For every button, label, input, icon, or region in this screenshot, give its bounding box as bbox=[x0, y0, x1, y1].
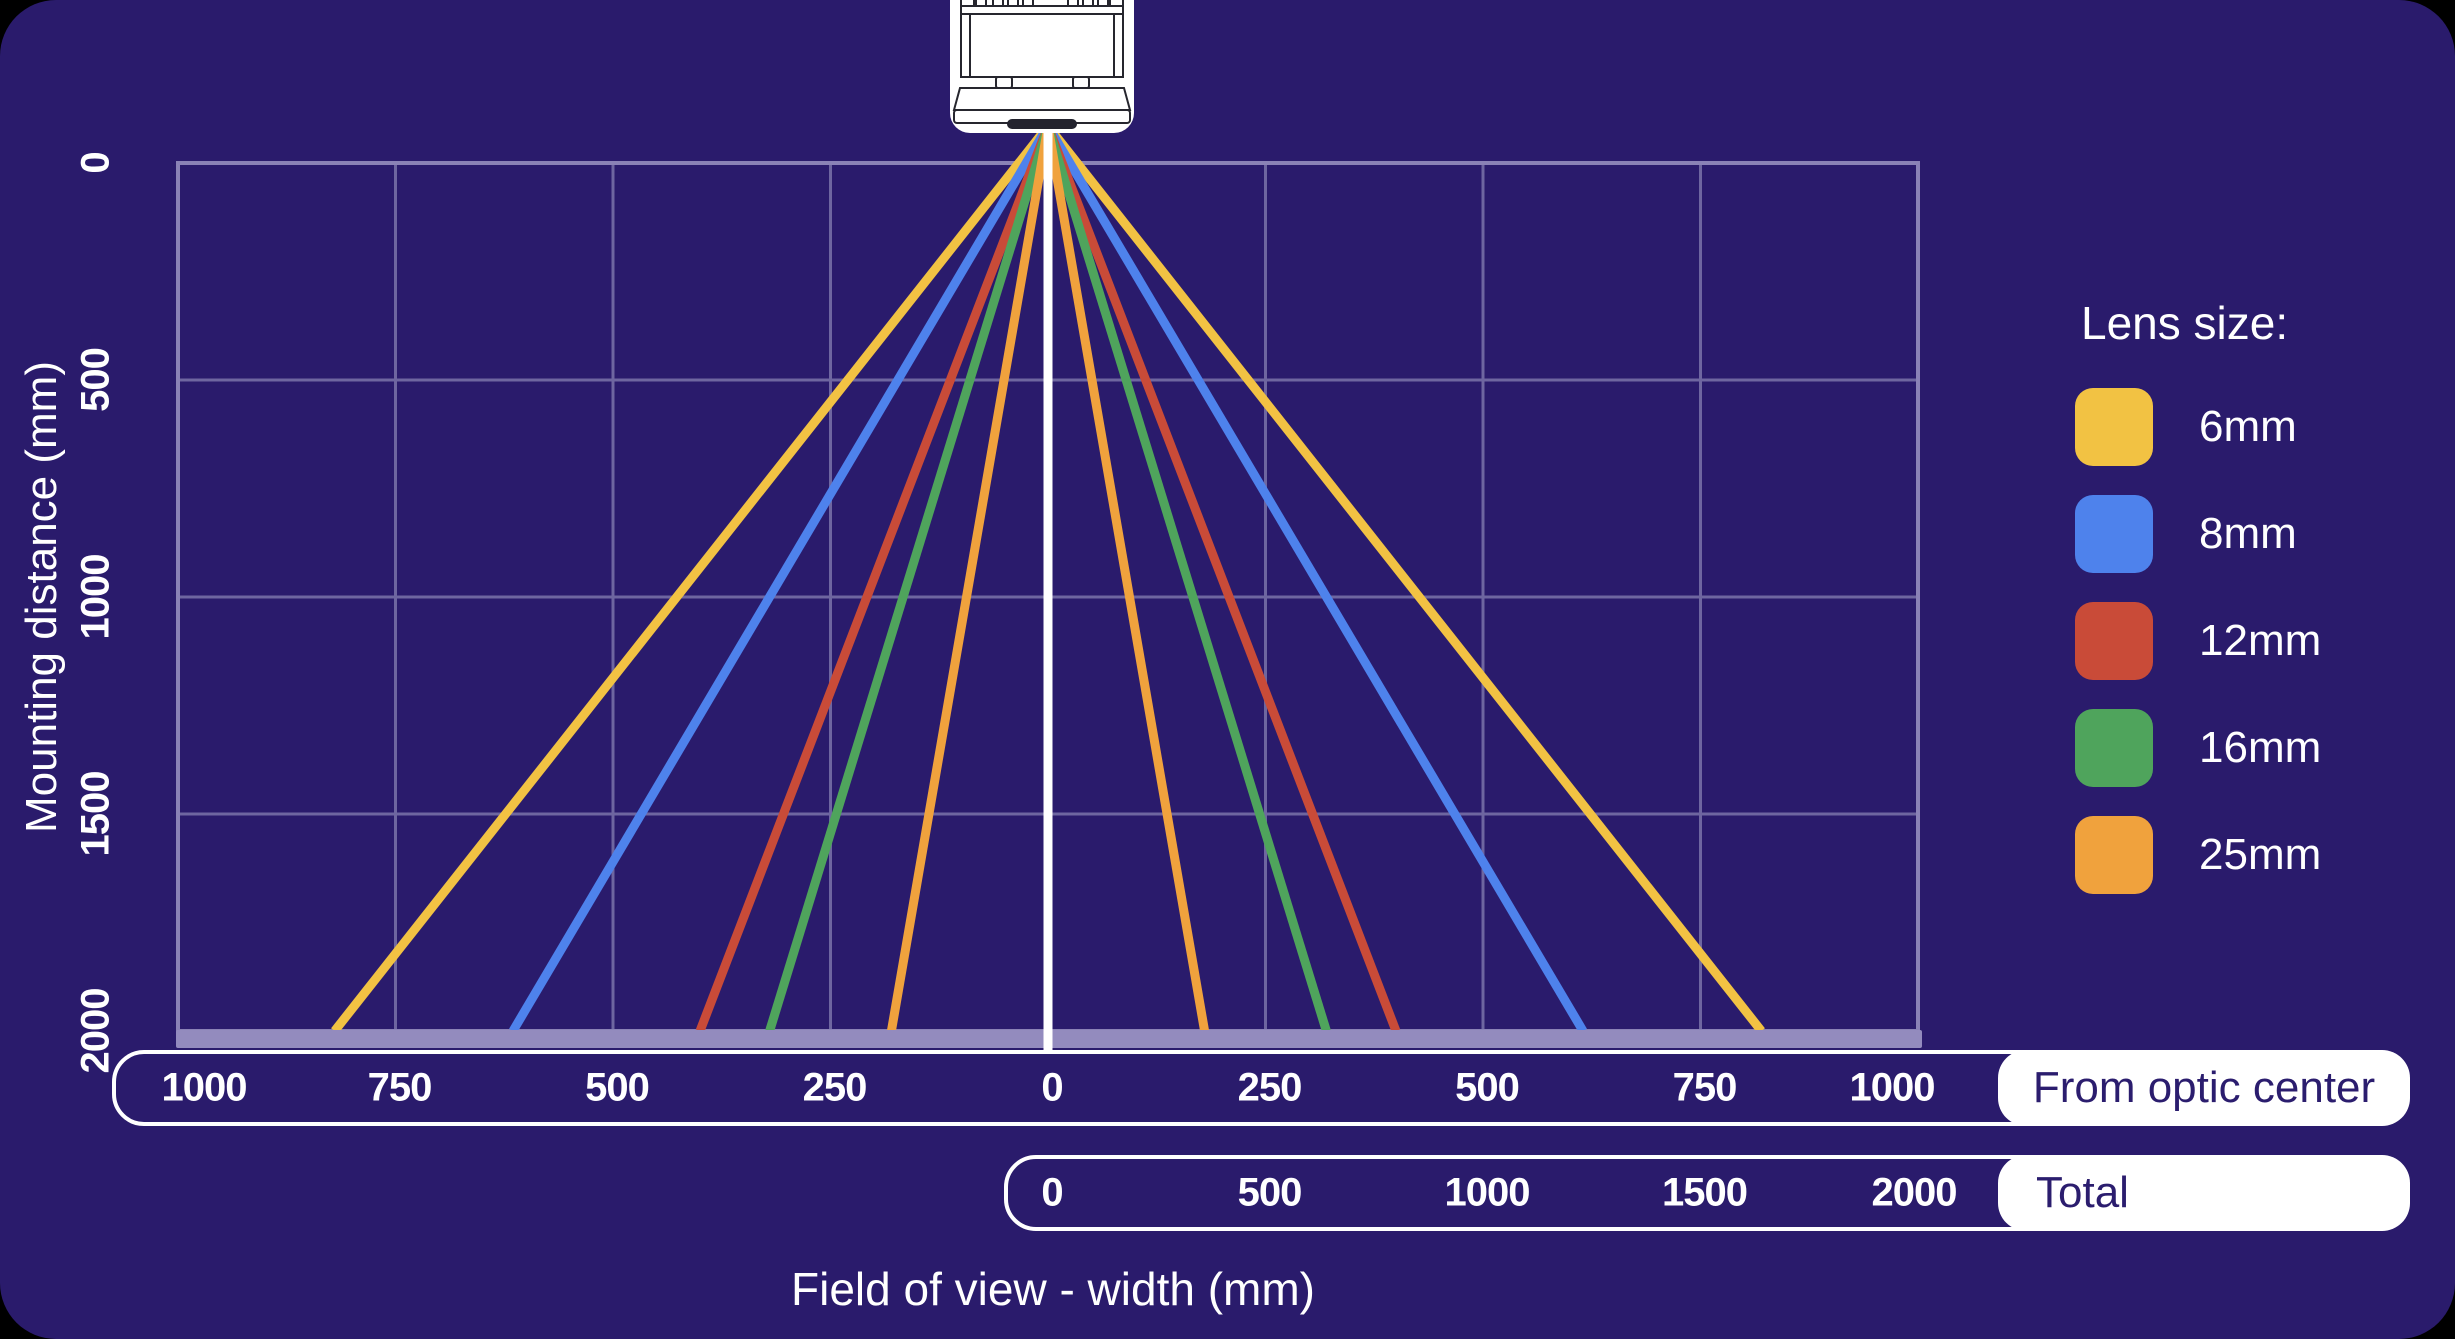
legend-swatch-25mm bbox=[2075, 816, 2153, 894]
x-tick-total-1000: 1000 bbox=[1444, 1170, 1531, 1215]
legend-title: Lens size: bbox=[2081, 297, 2289, 349]
legend-item-6mm: 6mm bbox=[2075, 388, 2445, 466]
from-optic-center-label: From optic center bbox=[2032, 1063, 2376, 1112]
x-tick-total-1500: 1500 bbox=[1662, 1170, 1748, 1215]
legend-item-16mm: 16mm bbox=[2075, 709, 2445, 787]
y-tick-1500: 1500 bbox=[73, 771, 118, 857]
fov-line-25mm-right bbox=[1043, 125, 1210, 1032]
x-tick-from-center-5: 250 bbox=[1237, 1065, 1303, 1110]
x-tick-from-center-0: 1000 bbox=[161, 1065, 248, 1110]
fov-line-16mm-left bbox=[765, 124, 1053, 1033]
legend-swatch-16mm bbox=[2075, 709, 2153, 787]
y-tick-500: 500 bbox=[73, 348, 118, 412]
x-axis-label-from-optic-center: From optic center bbox=[1998, 1050, 2410, 1126]
camera-line-drawing bbox=[952, 0, 1132, 129]
x-tick-from-center-8: 1000 bbox=[1849, 1065, 1936, 1110]
fov-line-16mm-right bbox=[1043, 124, 1331, 1033]
legend: Lens size: 6mm 8mm 12mm 16mm 25mm bbox=[2075, 296, 2445, 894]
y-tick-1000: 1000 bbox=[73, 554, 118, 640]
fov-line-8mm-left bbox=[509, 123, 1052, 1034]
x-tick-from-center-3: 250 bbox=[802, 1065, 868, 1110]
y-tick-0: 0 bbox=[73, 152, 118, 174]
x-axis-title: Field of view - width (mm) bbox=[791, 1263, 1315, 1315]
legend-item-12mm: 12mm bbox=[2075, 602, 2445, 680]
x-tick-total-500: 500 bbox=[1237, 1170, 1303, 1215]
x-axis-label-total: Total bbox=[1998, 1155, 2410, 1231]
fov-line-6mm-right bbox=[1044, 123, 1765, 1034]
legend-label-12mm: 12mm bbox=[2199, 616, 2322, 665]
legend-label-6mm: 6mm bbox=[2199, 402, 2297, 451]
legend-item-8mm: 8mm bbox=[2075, 495, 2445, 573]
x-tick-from-center-2: 500 bbox=[585, 1065, 650, 1110]
y-axis-title: Mounting distance (mm) bbox=[17, 361, 66, 833]
x-tick-from-center-7: 750 bbox=[1672, 1065, 1738, 1110]
x-axis-from-optic-center: 1000 750 500 250 0 250 500 750 1000 From optic c… bbox=[112, 1050, 2410, 1126]
legend-swatch-6mm bbox=[2075, 388, 2153, 466]
fov-line-12mm-left bbox=[695, 124, 1053, 1033]
camera-icon bbox=[950, 0, 1134, 133]
x-tick-from-center-6: 500 bbox=[1455, 1065, 1520, 1110]
fov-line-12mm-right bbox=[1043, 124, 1401, 1033]
fov-line-25mm-left bbox=[886, 125, 1053, 1032]
fov-line-8mm-right bbox=[1044, 123, 1587, 1034]
legend-swatch-8mm bbox=[2075, 495, 2153, 573]
y-tick-2000: 2000 bbox=[73, 988, 118, 1074]
total-label: Total bbox=[2036, 1168, 2129, 1217]
x-axis-total: 0 500 1000 1500 2000 Total bbox=[1004, 1155, 2410, 1231]
x-tick-total-0: 0 bbox=[1041, 1170, 1063, 1215]
fov-line-6mm-left bbox=[331, 123, 1052, 1034]
x-tick-from-center-4: 0 bbox=[1041, 1065, 1063, 1110]
legend-label-8mm: 8mm bbox=[2199, 509, 2297, 558]
legend-items: 6mm 8mm 12mm 16mm 25mm bbox=[2075, 388, 2445, 894]
legend-label-25mm: 25mm bbox=[2199, 830, 2322, 879]
legend-label-16mm: 16mm bbox=[2199, 723, 2322, 772]
legend-item-25mm: 25mm bbox=[2075, 816, 2445, 894]
x-tick-total-2000: 2000 bbox=[1871, 1170, 1958, 1215]
x-tick-from-center-1: 750 bbox=[367, 1065, 433, 1110]
camera-lens-slot bbox=[1007, 119, 1077, 129]
legend-swatch-12mm bbox=[2075, 602, 2153, 680]
